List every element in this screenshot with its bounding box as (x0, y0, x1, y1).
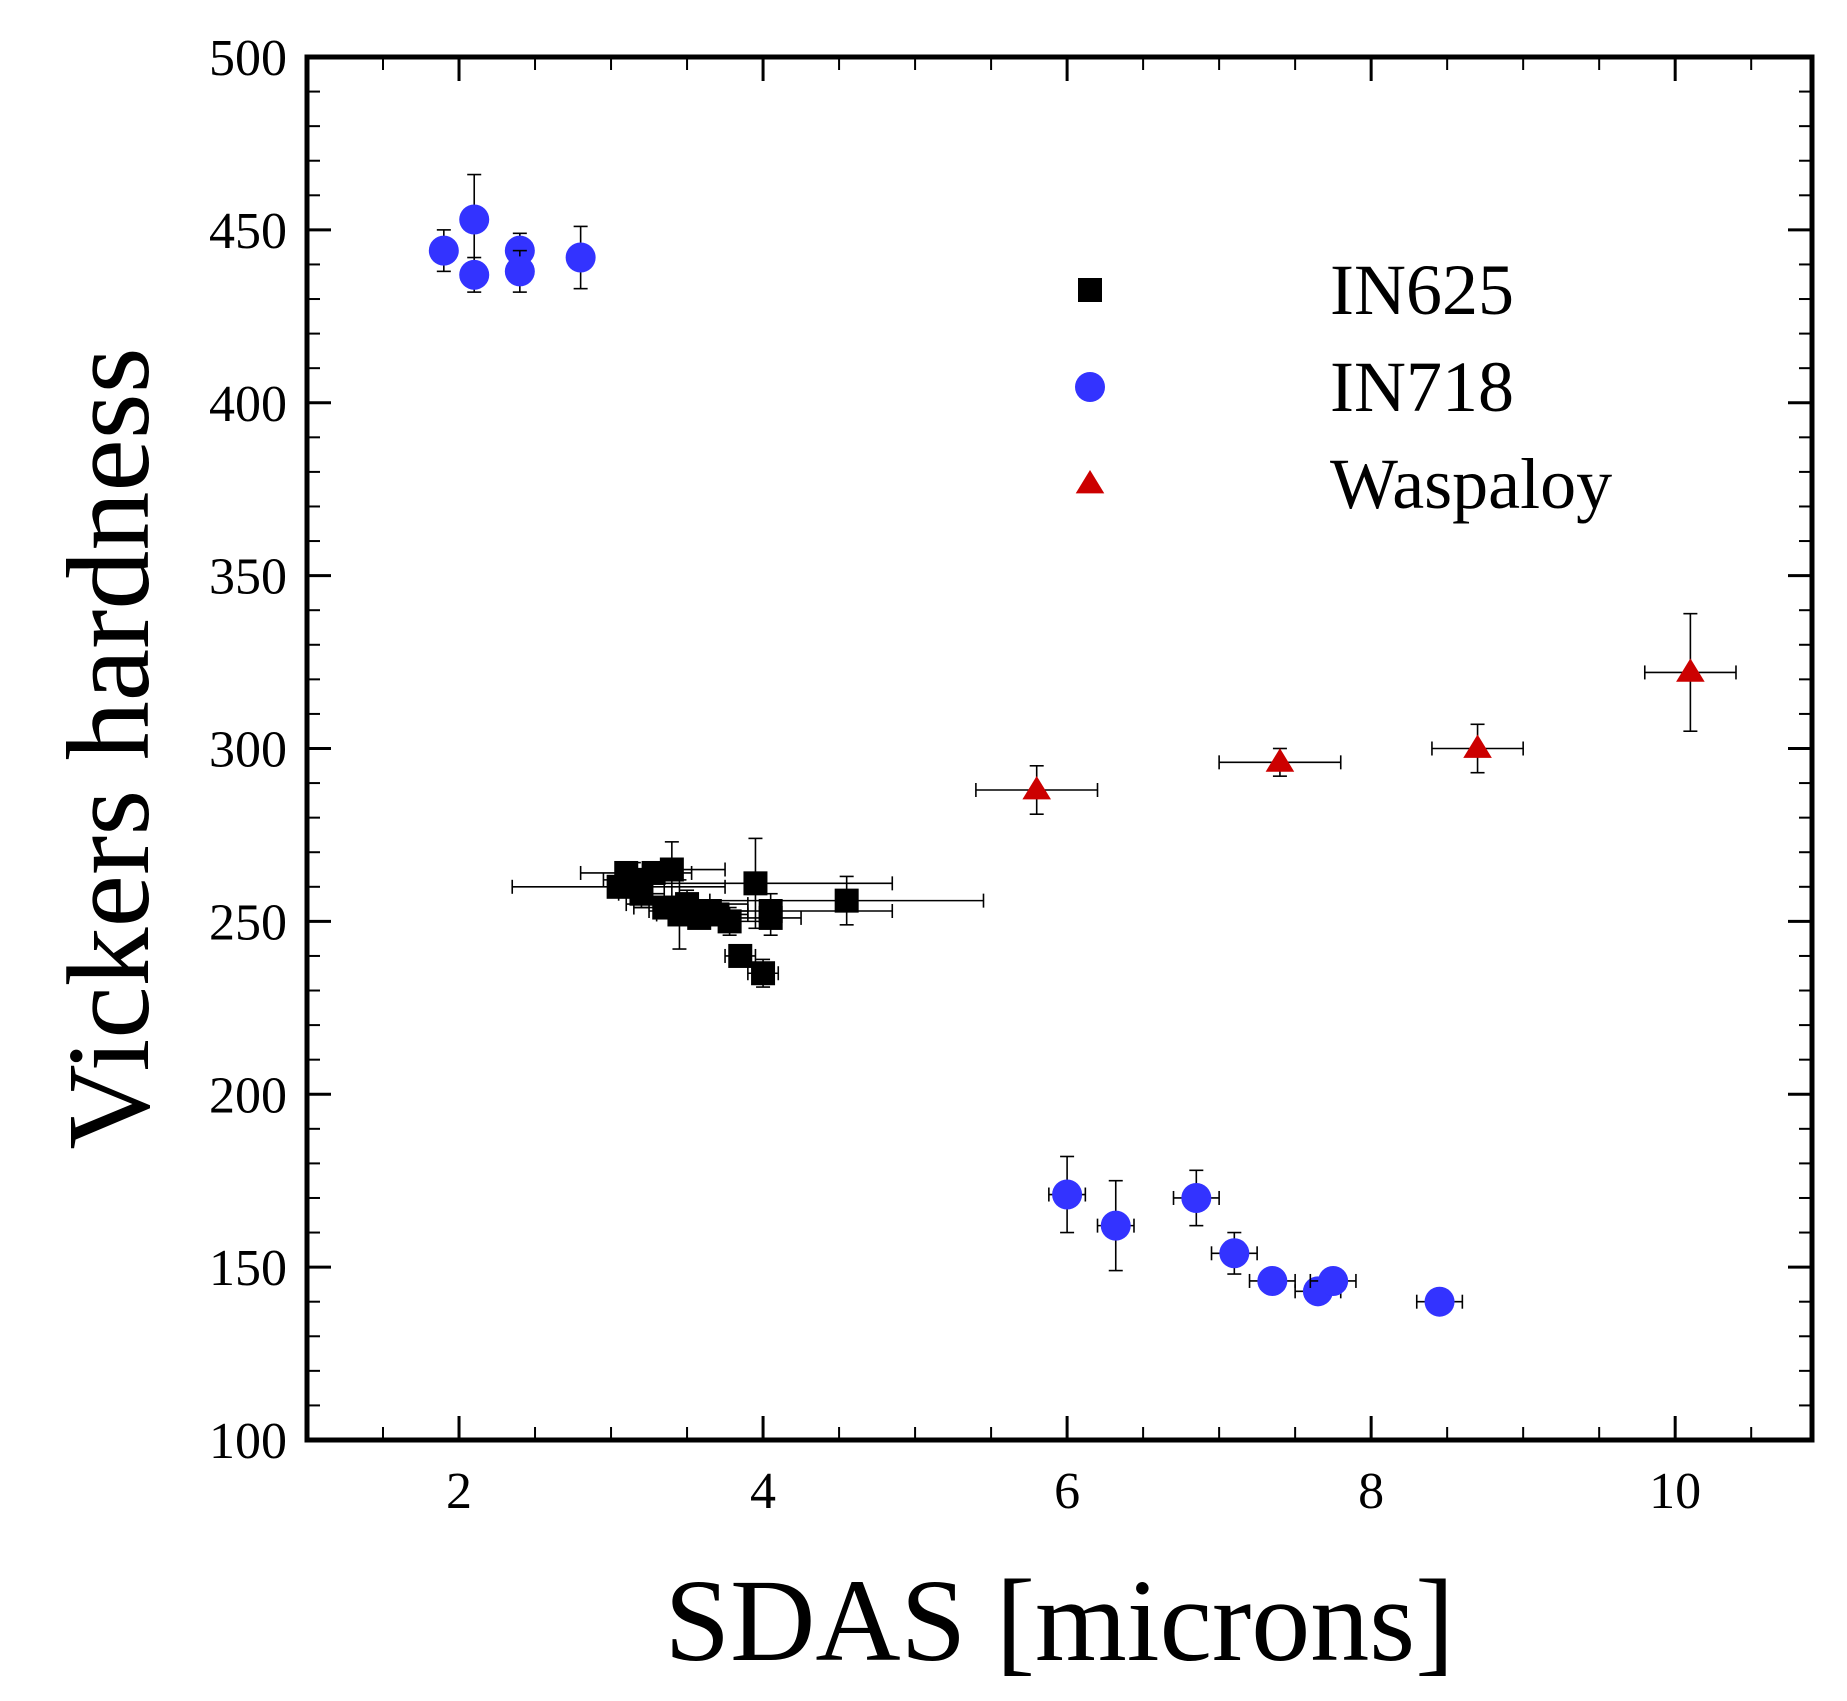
data-point-waspaloy (1265, 748, 1295, 772)
data-point-waspaloy (1022, 775, 1051, 800)
y-tick-label: 300 (209, 722, 287, 779)
data-point-in718 (504, 256, 535, 287)
data-point-in718 (1257, 1265, 1288, 1296)
data-point-in718 (1100, 1210, 1131, 1241)
x-tick-label: 6 (1054, 1463, 1080, 1520)
plot-frame (304, 54, 1815, 1443)
x-tick-label: 2 (446, 1463, 472, 1520)
data-point-in625 (728, 943, 753, 968)
data-point-in625 (751, 961, 776, 986)
data-point-in718 (1219, 1238, 1250, 1269)
x-tick-label: 10 (1649, 1463, 1701, 1520)
data-point-in625 (834, 888, 859, 913)
y-tick-label: 500 (209, 30, 287, 87)
legend-label-in718: IN718 (1330, 347, 1514, 427)
legend-marker-waspaloy (1075, 469, 1105, 494)
data-point-in718 (1424, 1286, 1455, 1317)
series-waspaloy (975, 612, 1737, 815)
x-tick-label: 8 (1358, 1463, 1384, 1520)
legend-marker-in718 (1075, 372, 1105, 402)
legend-label-waspaloy: Waspaloy (1330, 444, 1612, 524)
y-tick-label: 450 (209, 203, 287, 260)
data-point-in718 (459, 259, 490, 290)
data-point-in718 (565, 242, 596, 273)
y-tick-label: 100 (209, 1413, 287, 1470)
legend-label-in625: IN625 (1330, 250, 1514, 330)
data-point-in625 (659, 857, 684, 882)
x-tick-label: 4 (750, 1463, 776, 1520)
legend-marker-in625 (1078, 278, 1102, 302)
series-in625 (511, 837, 985, 988)
data-point-in625 (717, 909, 742, 934)
plot-data (428, 173, 1737, 1317)
y-tick-label: 350 (209, 549, 287, 606)
y-tick-label: 400 (209, 376, 287, 433)
data-point-waspaloy (1676, 658, 1705, 682)
y-tick-label: 250 (209, 894, 287, 951)
legend: IN625 IN718 Waspaloy (1075, 250, 1612, 524)
data-point-in718 (1318, 1265, 1349, 1296)
tick-labels: 2 4 6 8 10 100 150 200 250 300 350 400 450 500 (209, 30, 1701, 1520)
y-axis-title: Vickers hardness (43, 347, 174, 1149)
data-point-in625 (758, 905, 783, 930)
series-in718 (428, 173, 1464, 1317)
data-point-in718 (1052, 1179, 1083, 1210)
data-point-in718 (1181, 1182, 1212, 1213)
data-point-in718 (459, 204, 490, 235)
y-tick-label: 150 (209, 1240, 287, 1297)
y-tick-label: 200 (209, 1067, 287, 1124)
data-point-waspaloy (1463, 734, 1492, 758)
x-axis-title: SDAS [microns] (665, 1555, 1455, 1686)
data-point-in718 (428, 235, 459, 266)
data-point-in625 (743, 871, 768, 896)
